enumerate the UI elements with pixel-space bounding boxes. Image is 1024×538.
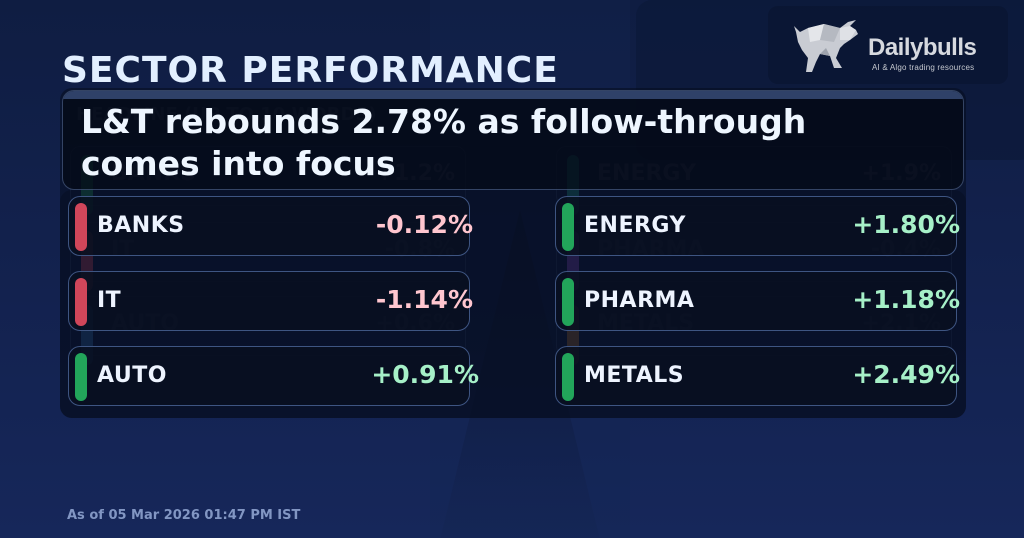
sector-name: IT — [97, 288, 122, 313]
sector-value: +1.18% — [852, 285, 960, 314]
as-of-timestamp: As of 05 Mar 2026 01:47 PM IST — [67, 508, 301, 523]
sector-value: +0.91% — [371, 360, 479, 389]
bull-icon — [794, 20, 858, 72]
brand-tagline: AI & Algo trading resources — [872, 63, 975, 72]
positive-bar — [562, 353, 574, 401]
brand-logo: Dailybulls AI & Algo trading resources — [768, 6, 1008, 84]
sector-row-banks: BANKS -0.12% — [68, 196, 473, 256]
sector-name: BANKS — [97, 213, 185, 238]
sector-name: AUTO — [97, 363, 167, 388]
sector-value: +1.80% — [852, 210, 960, 239]
sector-value: -1.14% — [375, 285, 473, 314]
sector-row-auto: AUTO +0.91% — [68, 346, 479, 406]
positive-bar — [562, 278, 574, 326]
sector-row-metals: METALS +2.49% — [555, 346, 960, 406]
page-title: SECTOR PERFORMANCE — [62, 50, 559, 91]
negative-bar — [75, 203, 87, 251]
negative-bar — [75, 278, 87, 326]
sector-name: PHARMA — [584, 288, 695, 313]
headline-banner: L&T rebounds 2.78% as follow-through com… — [62, 90, 964, 190]
positive-bar — [562, 203, 574, 251]
sector-name: METALS — [584, 363, 685, 388]
brand-name: Dailybulls — [868, 34, 977, 61]
sector-name: ENERGY — [584, 213, 686, 238]
sector-row-pharma: PHARMA +1.18% — [555, 271, 960, 331]
sector-value: -0.12% — [375, 210, 473, 239]
sector-value: +2.49% — [852, 360, 960, 389]
sector-row-it: IT -1.14% — [68, 271, 473, 331]
positive-bar — [75, 353, 87, 401]
headline-text: L&T rebounds 2.78% as follow-through com… — [81, 102, 807, 183]
sector-row-energy: ENERGY +1.80% — [555, 196, 960, 256]
